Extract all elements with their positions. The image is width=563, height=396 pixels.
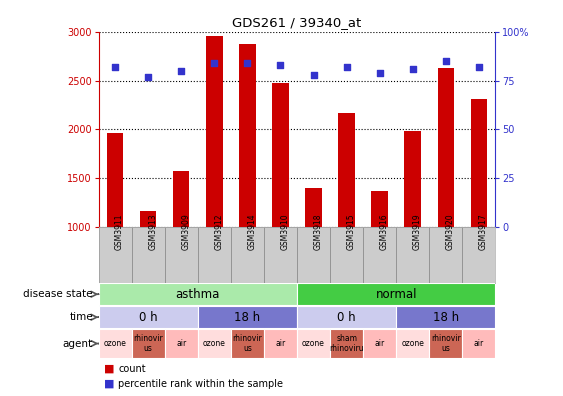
FancyBboxPatch shape: [231, 329, 264, 358]
Text: GSM3909: GSM3909: [181, 213, 190, 250]
Point: [243, 60, 252, 66]
Point: [110, 64, 119, 70]
Text: GSM3918: GSM3918: [314, 213, 323, 250]
Text: GSM3914: GSM3914: [247, 213, 256, 250]
Text: ■: ■: [104, 379, 115, 388]
Text: GSM3920: GSM3920: [446, 213, 455, 250]
FancyBboxPatch shape: [462, 227, 495, 283]
Bar: [437, 68, 454, 227]
FancyBboxPatch shape: [363, 329, 396, 358]
FancyBboxPatch shape: [330, 329, 363, 358]
Text: asthma: asthma: [176, 288, 220, 301]
Text: GSM3913: GSM3913: [148, 213, 157, 250]
Text: ozone: ozone: [203, 339, 226, 348]
Text: agent: agent: [62, 339, 93, 348]
Text: air: air: [275, 339, 285, 348]
Point: [210, 60, 219, 66]
FancyBboxPatch shape: [297, 227, 330, 283]
Text: normal: normal: [376, 288, 417, 301]
Point: [375, 70, 384, 76]
Text: 0 h: 0 h: [337, 311, 356, 324]
Text: GSM3915: GSM3915: [347, 213, 356, 250]
Text: rhinovir
us: rhinovir us: [431, 334, 461, 353]
Text: sham
rhinoviru: sham rhinoviru: [329, 334, 364, 353]
FancyBboxPatch shape: [198, 227, 231, 283]
Point: [309, 72, 318, 78]
Bar: [206, 36, 222, 227]
Text: air: air: [474, 339, 484, 348]
Text: time: time: [69, 312, 93, 322]
FancyBboxPatch shape: [99, 306, 198, 328]
FancyBboxPatch shape: [164, 329, 198, 358]
Text: rhinovir
us: rhinovir us: [133, 334, 163, 353]
FancyBboxPatch shape: [231, 227, 264, 283]
Text: ■: ■: [104, 364, 115, 374]
FancyBboxPatch shape: [396, 227, 430, 283]
FancyBboxPatch shape: [396, 306, 495, 328]
FancyBboxPatch shape: [330, 227, 363, 283]
Bar: [305, 188, 322, 227]
FancyBboxPatch shape: [198, 329, 231, 358]
FancyBboxPatch shape: [297, 329, 330, 358]
Text: air: air: [176, 339, 186, 348]
Text: GSM3916: GSM3916: [379, 213, 388, 250]
Point: [408, 66, 417, 72]
FancyBboxPatch shape: [99, 329, 132, 358]
Bar: [140, 211, 157, 227]
Bar: [404, 131, 421, 227]
Bar: [173, 171, 190, 227]
Text: count: count: [118, 364, 146, 374]
FancyBboxPatch shape: [99, 227, 132, 283]
FancyBboxPatch shape: [264, 329, 297, 358]
FancyBboxPatch shape: [363, 227, 396, 283]
Bar: [471, 99, 487, 227]
FancyBboxPatch shape: [132, 329, 164, 358]
Title: GDS261 / 39340_at: GDS261 / 39340_at: [233, 16, 361, 29]
Text: GSM3912: GSM3912: [215, 213, 224, 250]
Bar: [239, 44, 256, 227]
FancyBboxPatch shape: [264, 227, 297, 283]
Text: rhinovir
us: rhinovir us: [233, 334, 262, 353]
Point: [441, 58, 450, 64]
Bar: [272, 82, 289, 227]
Point: [475, 64, 484, 70]
Text: ozone: ozone: [302, 339, 325, 348]
Text: GSM3910: GSM3910: [280, 213, 289, 250]
Point: [276, 62, 285, 68]
Text: ozone: ozone: [401, 339, 424, 348]
FancyBboxPatch shape: [396, 329, 430, 358]
Text: GSM3919: GSM3919: [413, 213, 422, 250]
Point: [144, 74, 153, 80]
Text: 0 h: 0 h: [139, 311, 158, 324]
Point: [177, 68, 186, 74]
FancyBboxPatch shape: [430, 227, 462, 283]
FancyBboxPatch shape: [164, 227, 198, 283]
Bar: [107, 133, 123, 227]
Text: percentile rank within the sample: percentile rank within the sample: [118, 379, 283, 388]
Point: [342, 64, 351, 70]
FancyBboxPatch shape: [132, 227, 164, 283]
Bar: [338, 113, 355, 227]
Text: 18 h: 18 h: [433, 311, 459, 324]
Text: ozone: ozone: [104, 339, 127, 348]
FancyBboxPatch shape: [99, 283, 297, 305]
Text: 18 h: 18 h: [234, 311, 261, 324]
Text: disease state: disease state: [24, 289, 93, 299]
Bar: [372, 191, 388, 227]
Text: GSM3911: GSM3911: [115, 213, 124, 250]
FancyBboxPatch shape: [297, 283, 495, 305]
FancyBboxPatch shape: [198, 306, 297, 328]
Text: GSM3917: GSM3917: [479, 213, 488, 250]
FancyBboxPatch shape: [430, 329, 462, 358]
FancyBboxPatch shape: [462, 329, 495, 358]
FancyBboxPatch shape: [297, 306, 396, 328]
Text: air: air: [374, 339, 385, 348]
